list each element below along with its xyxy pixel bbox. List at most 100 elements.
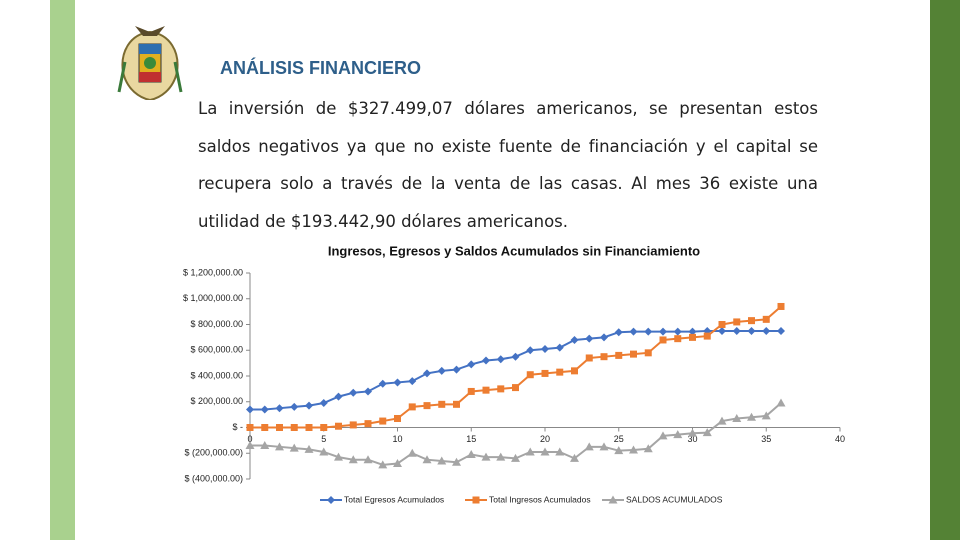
marker [541,344,549,353]
x-tick-label: 20 [540,434,550,444]
marker [585,354,593,362]
marker [394,414,401,422]
marker [481,452,491,461]
marker [289,443,299,452]
marker [703,332,711,340]
marker [364,387,372,396]
logo [117,26,183,110]
marker [673,327,682,336]
marker [246,405,254,414]
accent-bar [930,0,960,540]
marker [246,424,254,431]
marker [512,384,519,392]
marker [511,453,520,462]
marker [776,398,786,407]
marker [348,455,358,464]
marker [335,422,342,430]
marker [305,401,313,410]
marker [644,327,653,336]
marker [673,430,683,439]
x-tick-label: 40 [835,434,845,444]
marker [437,456,447,465]
legend-label: SALDOS ACUMULADOS [626,494,723,504]
x-tick-label: 25 [614,434,624,444]
marker [526,346,535,355]
marker [688,428,697,437]
marker [408,377,417,386]
marker [245,441,255,450]
marker [452,457,461,466]
y-tick-label: $ 1,000,000.00 [183,293,243,303]
marker [437,366,446,375]
marker [305,424,313,431]
marker [408,403,416,411]
marker [334,392,343,401]
marker [393,378,402,387]
marker [614,328,623,337]
marker [467,360,476,369]
series-line [250,305,782,429]
marker [466,450,476,459]
marker [614,446,624,455]
y-tick-label: $ (200,000.00) [184,448,243,458]
marker [497,385,505,393]
marker [290,402,299,411]
marker [540,447,550,456]
marker [629,327,638,336]
marker [363,455,373,464]
marker [379,417,387,425]
x-tick-label: 10 [392,434,402,444]
x-tick-label: 5 [321,434,326,444]
x-tick-label: 0 [247,434,252,444]
marker [555,447,565,456]
y-tick-label: $ (400,000.00) [184,473,243,483]
marker [608,495,618,504]
marker [482,356,490,365]
marker [526,371,534,379]
marker [571,367,578,375]
marker [762,315,770,323]
marker [422,455,432,464]
marker [762,326,771,335]
marker [556,368,564,376]
marker [260,441,270,450]
marker [393,459,402,468]
marker [319,399,328,408]
marker [702,428,712,437]
y-tick-label: $ 800,000.00 [190,319,243,329]
marker [584,442,594,451]
marker [327,496,335,504]
legend-label: Total Ingresos Acumulados [489,494,591,504]
marker [452,365,461,374]
x-tick-label: 30 [687,434,697,444]
y-tick-label: $ - [232,422,243,432]
marker [733,318,741,326]
accent-bar [50,0,75,540]
marker [659,336,667,344]
marker [378,460,388,469]
marker [334,452,343,461]
marker [260,405,269,414]
marker [453,400,460,408]
marker [747,326,756,335]
marker [423,402,431,410]
marker [717,416,727,425]
slide-title: ANÁLISIS FINANCIERO [220,58,422,78]
marker [472,496,480,504]
marker [496,355,505,364]
marker [629,445,638,454]
marker [261,424,269,431]
marker [718,321,726,328]
marker [600,353,608,361]
marker [600,333,608,342]
x-tick-label: 35 [761,434,771,444]
marker [275,404,284,413]
marker [319,447,329,456]
marker [378,379,387,388]
marker [585,334,594,343]
marker [423,369,431,378]
marker [525,447,535,456]
marker [732,413,742,422]
